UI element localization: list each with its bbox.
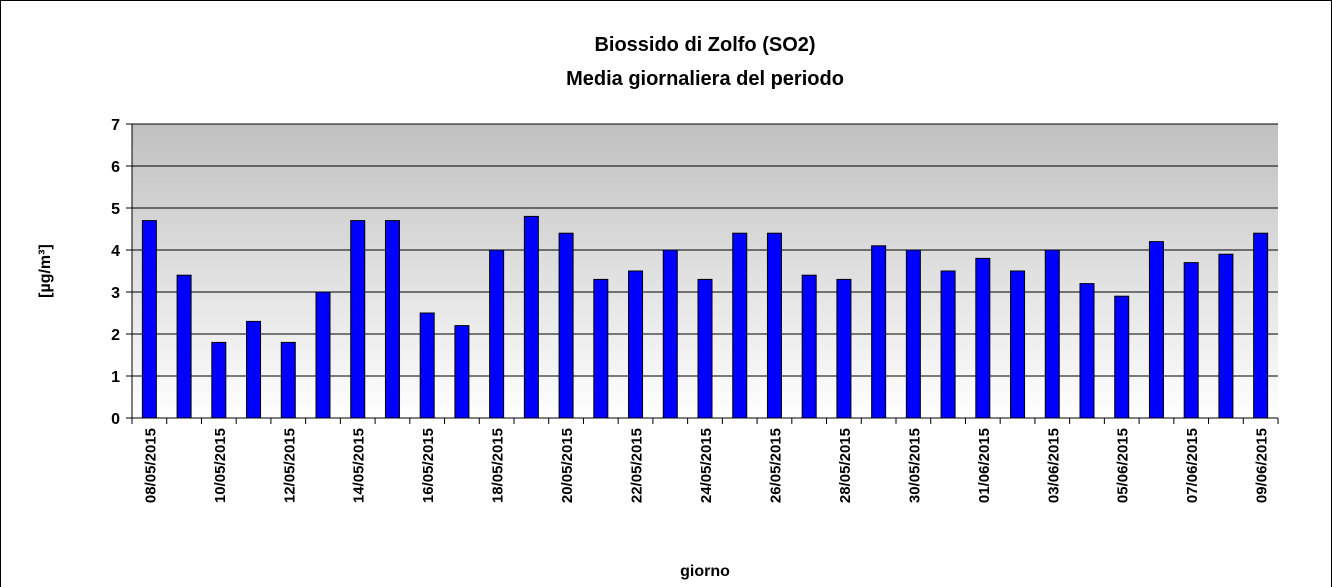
x-tick-label: 18/05/2015 — [490, 428, 507, 503]
bar — [940, 270, 956, 419]
bar — [697, 278, 713, 419]
y-tick-label: 1 — [111, 369, 120, 386]
x-tick-label: 12/05/2015 — [281, 428, 298, 503]
bar — [211, 341, 227, 419]
x-tick-label: 28/05/2015 — [837, 428, 854, 503]
bar — [419, 312, 435, 419]
x-tick-label: 07/06/2015 — [1184, 428, 1201, 503]
bar — [836, 278, 852, 419]
x-tick-label: 22/05/2015 — [629, 428, 646, 503]
y-tick-label: 0 — [111, 411, 120, 428]
y-tick-label: 5 — [111, 201, 120, 218]
bar — [454, 325, 470, 419]
bar — [628, 270, 644, 419]
y-axis-label: [µg/m³] — [37, 244, 54, 298]
bar — [141, 220, 157, 419]
chart-subtitle: Media giornaliera del periodo — [566, 68, 844, 90]
y-tick-label: 6 — [111, 159, 120, 176]
bar — [1079, 283, 1095, 419]
y-tick-label: 7 — [111, 117, 120, 134]
bar — [315, 291, 331, 419]
bar — [1010, 270, 1026, 419]
bar — [905, 249, 921, 419]
bar — [732, 232, 748, 419]
bar — [384, 220, 400, 419]
bar — [1044, 249, 1060, 419]
bar — [593, 278, 609, 419]
bar — [246, 320, 262, 419]
x-tick-label: 16/05/2015 — [420, 428, 437, 503]
bar — [662, 249, 678, 419]
x-tick-label: 20/05/2015 — [559, 428, 576, 503]
x-tick-label: 14/05/2015 — [351, 428, 368, 503]
bar — [1218, 253, 1234, 419]
x-tick-label: 08/05/2015 — [142, 428, 159, 503]
bar — [766, 232, 782, 419]
y-tick-label: 2 — [111, 327, 120, 344]
x-tick-label: 05/06/2015 — [1115, 428, 1132, 503]
x-tick-label: 01/06/2015 — [976, 428, 993, 503]
bar — [1148, 241, 1164, 419]
bar — [558, 232, 574, 419]
bar — [1114, 295, 1130, 419]
bar — [871, 245, 887, 419]
chart-title: Biossido di Zolfo (SO2) — [594, 34, 815, 56]
x-axis-label: giorno — [680, 563, 730, 580]
bar — [489, 249, 505, 419]
bar — [975, 257, 991, 419]
bar — [176, 274, 192, 419]
bar — [280, 341, 296, 419]
x-tick-label: 09/06/2015 — [1254, 428, 1271, 503]
bar — [1253, 232, 1269, 419]
bar — [523, 215, 539, 419]
y-tick-label: 3 — [111, 285, 120, 302]
x-tick-label: 24/05/2015 — [698, 428, 715, 503]
bar — [1183, 262, 1199, 419]
y-tick-label: 4 — [111, 243, 120, 260]
x-tick-label: 03/06/2015 — [1045, 428, 1062, 503]
x-tick-label: 26/05/2015 — [767, 428, 784, 503]
x-tick-label: 10/05/2015 — [212, 428, 229, 503]
bar — [350, 220, 366, 419]
bar — [801, 274, 817, 419]
x-tick-label: 30/05/2015 — [906, 428, 923, 503]
